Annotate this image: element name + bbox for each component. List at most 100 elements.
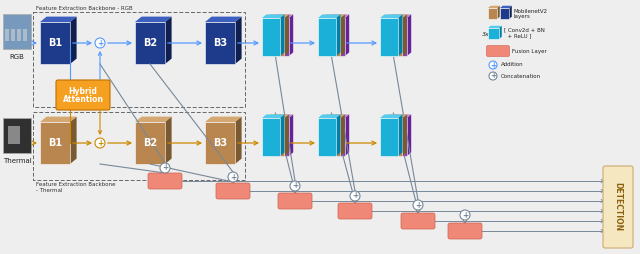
Polygon shape <box>327 14 349 18</box>
Bar <box>318 118 336 156</box>
Bar <box>323 118 340 156</box>
Text: B2: B2 <box>143 38 157 48</box>
Bar <box>380 118 398 156</box>
Bar <box>327 18 345 56</box>
Polygon shape <box>327 114 349 118</box>
Circle shape <box>160 163 170 173</box>
Bar <box>500 8 509 19</box>
Bar <box>5 29 9 41</box>
FancyBboxPatch shape <box>401 213 435 229</box>
Bar <box>23 29 27 41</box>
Text: MobilenetV2
layers: MobilenetV2 layers <box>513 9 547 19</box>
Polygon shape <box>345 114 349 156</box>
Polygon shape <box>407 114 412 156</box>
Polygon shape <box>398 114 403 156</box>
Polygon shape <box>380 114 403 118</box>
Text: +: + <box>162 164 168 172</box>
FancyBboxPatch shape <box>216 183 250 199</box>
Bar <box>488 28 499 39</box>
Circle shape <box>460 210 470 220</box>
Polygon shape <box>403 114 407 156</box>
Polygon shape <box>345 14 349 56</box>
Polygon shape <box>135 117 172 122</box>
Text: +: + <box>97 39 103 47</box>
Text: Fusion Layer: Fusion Layer <box>512 49 547 54</box>
Polygon shape <box>499 26 502 39</box>
Bar <box>3 14 31 49</box>
Circle shape <box>95 138 105 148</box>
Bar <box>385 118 403 156</box>
Polygon shape <box>323 114 345 118</box>
Text: +: + <box>352 192 358 200</box>
Text: +: + <box>415 200 421 210</box>
Bar <box>488 8 497 19</box>
Text: B3: B3 <box>213 38 227 48</box>
Text: RGB: RGB <box>10 54 24 60</box>
FancyBboxPatch shape <box>603 166 633 248</box>
Polygon shape <box>336 14 340 56</box>
Text: Attention: Attention <box>63 96 104 104</box>
Text: 3x: 3x <box>482 33 490 38</box>
Text: B3: B3 <box>213 138 227 148</box>
Polygon shape <box>509 6 512 19</box>
Polygon shape <box>235 17 242 64</box>
Polygon shape <box>318 114 340 118</box>
Circle shape <box>413 200 423 210</box>
FancyBboxPatch shape <box>486 45 509 56</box>
Circle shape <box>489 61 497 69</box>
Polygon shape <box>70 117 77 164</box>
Circle shape <box>95 38 105 48</box>
Polygon shape <box>284 114 289 156</box>
Text: Feature Extraction Backbone
- Thermal: Feature Extraction Backbone - Thermal <box>36 182 115 193</box>
Polygon shape <box>389 14 412 18</box>
Text: B1: B1 <box>48 138 62 148</box>
Bar <box>380 18 398 56</box>
Polygon shape <box>289 114 293 156</box>
Polygon shape <box>385 114 407 118</box>
Polygon shape <box>205 17 242 22</box>
Text: +: + <box>97 138 103 148</box>
Polygon shape <box>500 6 512 8</box>
Circle shape <box>290 181 300 191</box>
Text: [ Conv2d + BN
  + ReLU ]: [ Conv2d + BN + ReLU ] <box>504 28 545 38</box>
Text: Hybrid: Hybrid <box>68 87 97 97</box>
Bar <box>135 122 165 164</box>
Bar <box>271 118 289 156</box>
Polygon shape <box>266 14 289 18</box>
Polygon shape <box>165 17 172 64</box>
Polygon shape <box>340 114 345 156</box>
Bar <box>266 18 284 56</box>
Polygon shape <box>497 6 500 19</box>
Polygon shape <box>398 14 403 56</box>
Polygon shape <box>488 26 502 28</box>
Polygon shape <box>336 114 340 156</box>
FancyBboxPatch shape <box>148 173 182 189</box>
Polygon shape <box>271 14 293 18</box>
Text: +: + <box>230 172 236 182</box>
Polygon shape <box>165 117 172 164</box>
Circle shape <box>489 72 497 80</box>
Polygon shape <box>280 114 284 156</box>
Polygon shape <box>284 14 289 56</box>
Text: DETECTION: DETECTION <box>614 182 623 232</box>
Bar <box>323 18 340 56</box>
Text: Feature Extraction Backbone - RGB: Feature Extraction Backbone - RGB <box>36 6 132 11</box>
Bar <box>271 18 289 56</box>
Bar <box>262 18 280 56</box>
Polygon shape <box>323 14 345 18</box>
Polygon shape <box>318 14 340 18</box>
Bar <box>327 118 345 156</box>
Bar <box>262 118 280 156</box>
Bar <box>17 29 21 41</box>
Circle shape <box>350 191 360 201</box>
Bar <box>389 118 407 156</box>
Bar <box>8 126 20 144</box>
Text: B2: B2 <box>143 138 157 148</box>
Polygon shape <box>135 17 172 22</box>
Bar <box>205 22 235 64</box>
Text: +: + <box>490 71 496 81</box>
Polygon shape <box>40 117 77 122</box>
FancyBboxPatch shape <box>448 223 482 239</box>
Polygon shape <box>385 14 407 18</box>
Polygon shape <box>340 14 345 56</box>
